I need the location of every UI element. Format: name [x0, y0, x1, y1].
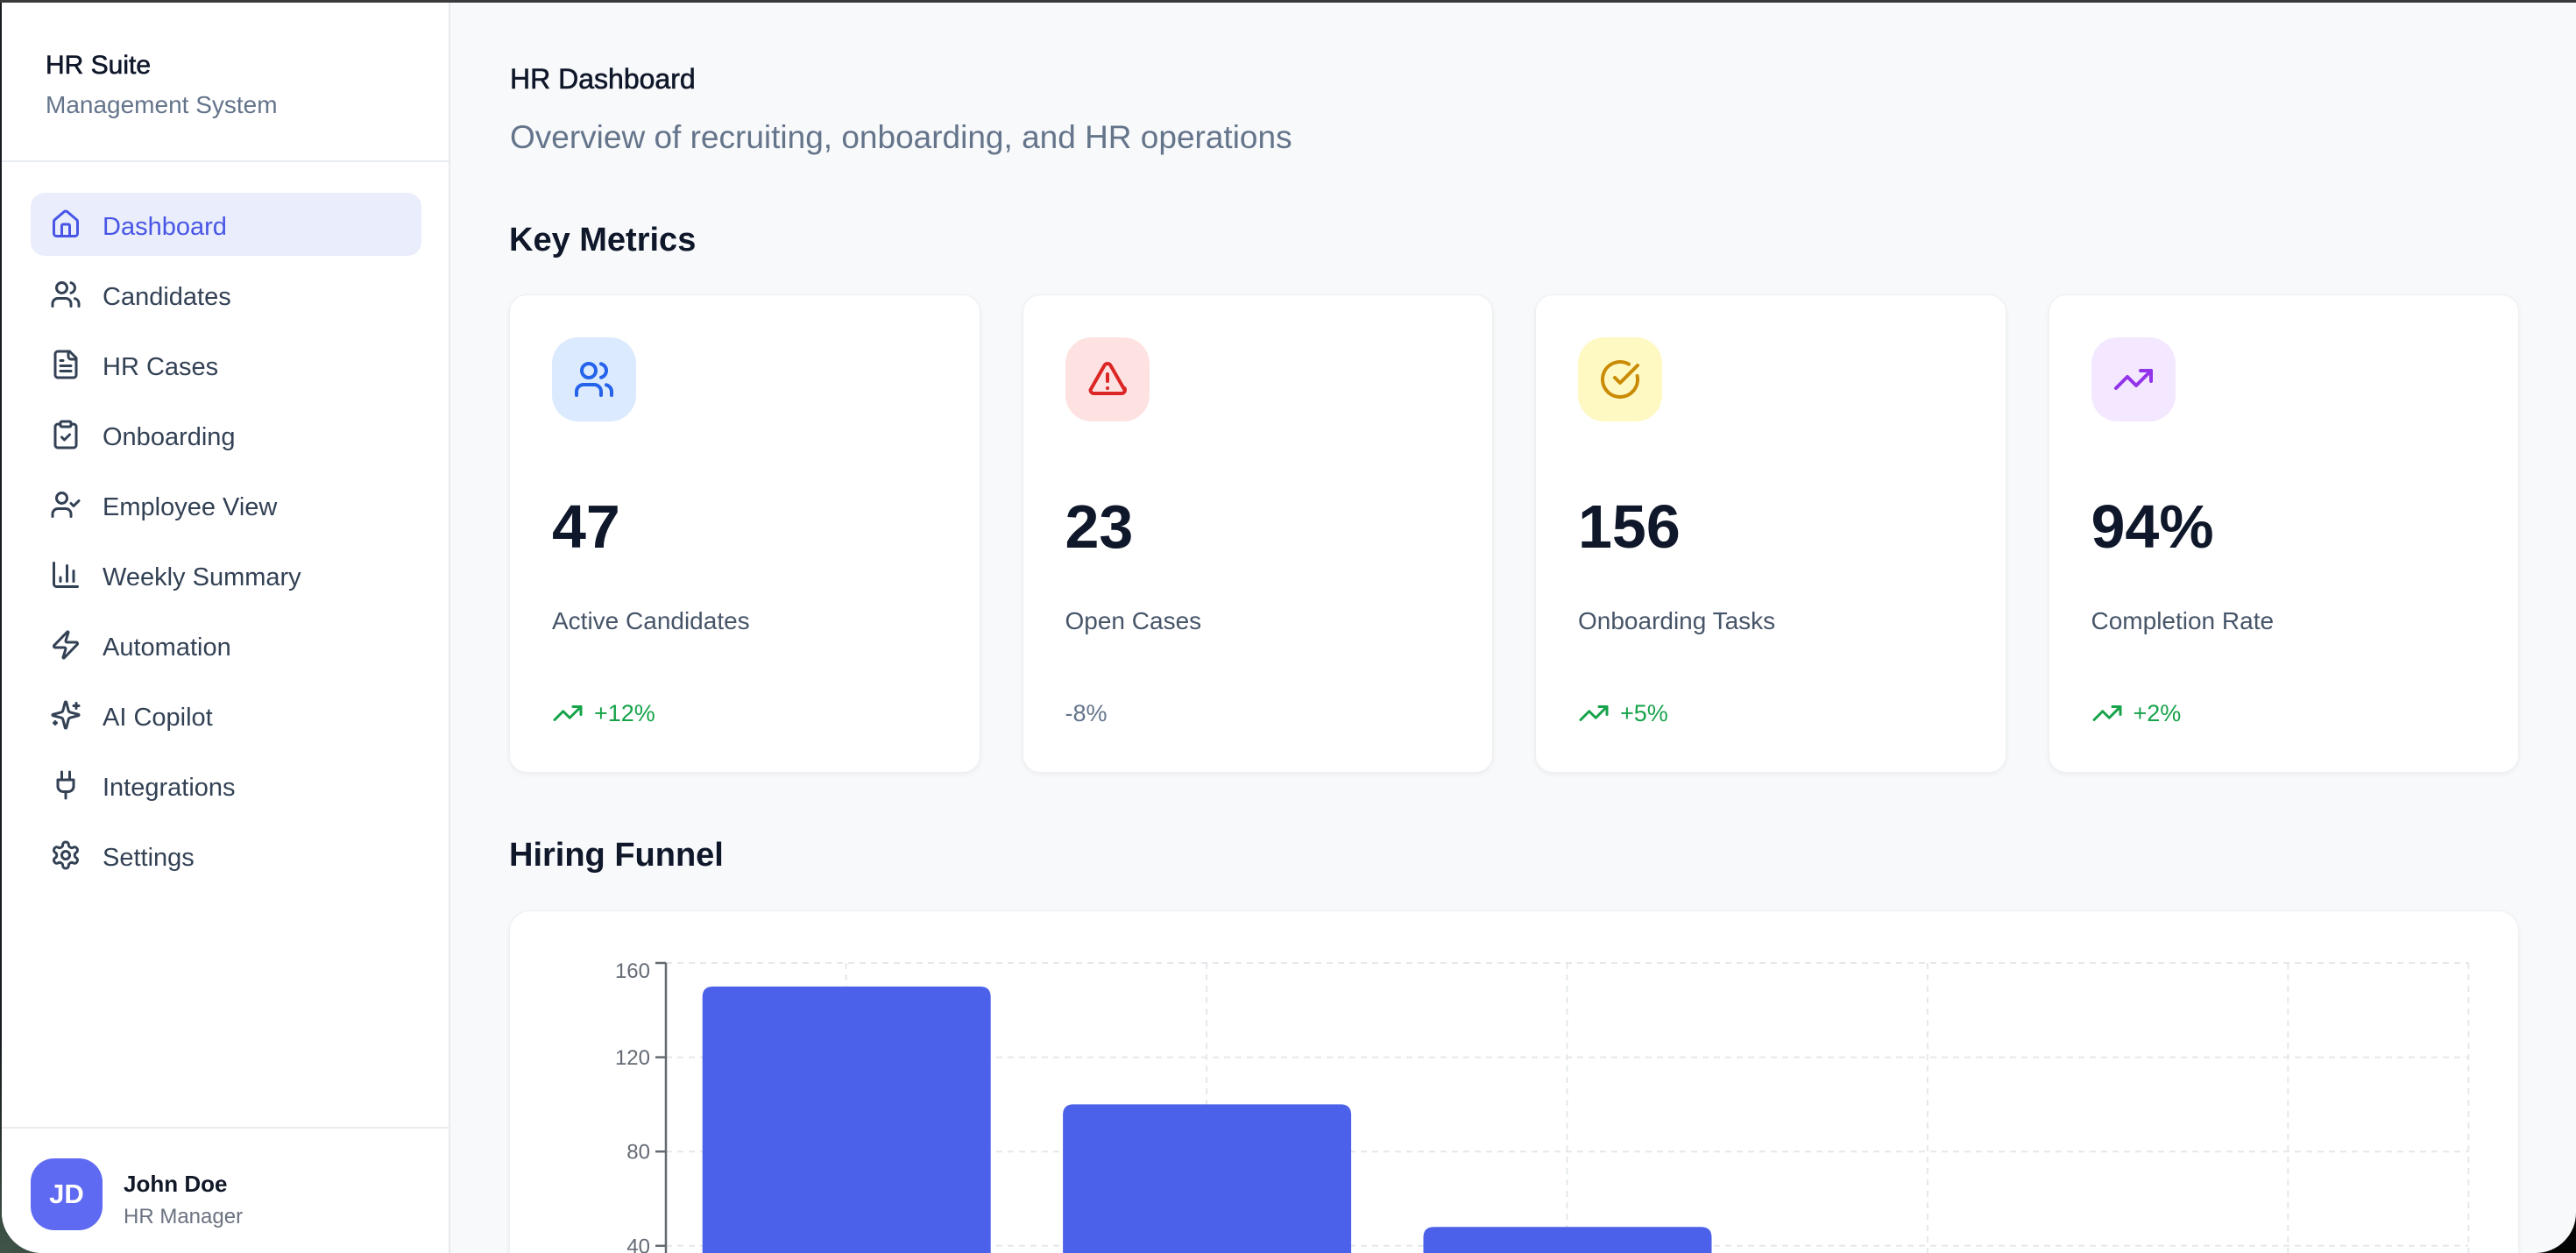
svg-text:160: 160: [615, 959, 650, 983]
svg-text:120: 120: [615, 1046, 650, 1070]
svg-text:80: 80: [626, 1141, 650, 1165]
svg-text:40: 40: [626, 1235, 650, 1253]
